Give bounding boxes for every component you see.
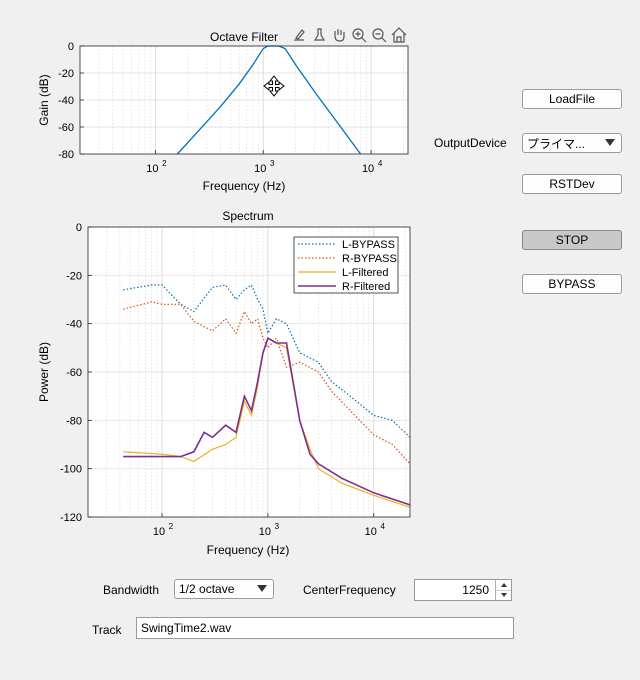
spectrum-plot-title: Spectrum [222, 209, 273, 223]
zoom-out-icon[interactable] [370, 26, 388, 44]
octave-plot-title: Octave Filter [210, 30, 278, 44]
spectrum-plot[interactable]: Spectrum 0 -20 -40 -60 -80 -100 -120 10 2 10 3 10 4… [0, 200, 420, 570]
octave-x-label: Frequency (Hz) [203, 179, 286, 193]
center-frequency-value[interactable]: 1250 [462, 583, 489, 597]
legend-label-l-bypass: L-BYPASS [342, 239, 395, 251]
x-tick-label: 10 [362, 163, 374, 175]
y-tick-label: -60 [66, 367, 82, 379]
output-device-value: プライマ... [527, 136, 586, 151]
x-tick-exponent: 2 [162, 159, 167, 168]
stop-button[interactable]: STOP [522, 230, 622, 250]
bandwidth-dropdown[interactable]: 1/2 octave [174, 579, 274, 599]
y-tick-label: -40 [58, 95, 74, 107]
legend-label-r-filtered: R-Filtered [342, 281, 390, 293]
bandwidth-label: Bandwidth [103, 583, 160, 597]
spectrum-series [123, 284, 411, 508]
y-tick-label: -20 [58, 68, 74, 80]
y-tick-label: 0 [76, 222, 82, 234]
spinner-up-icon[interactable] [496, 580, 511, 591]
spinner-down-icon[interactable] [496, 591, 511, 601]
x-tick-exponent: 2 [169, 522, 174, 531]
load-file-button[interactable]: LoadFile [522, 89, 622, 109]
track-field[interactable]: SwingTime2.wav [136, 617, 514, 639]
spectrum-legend[interactable]: L-BYPASS R-BYPASS L-Filtered R-Filtered [293, 236, 399, 294]
move-cursor-icon [263, 75, 285, 97]
x-tick-exponent: 3 [275, 522, 280, 531]
home-icon[interactable] [390, 26, 408, 44]
y-tick-label: -80 [58, 149, 74, 161]
octave-x-ticks: 10 2 10 3 10 4 [146, 150, 383, 175]
rst-dev-button[interactable]: RSTDev [522, 174, 622, 194]
center-frequency-label: CenterFrequency [303, 583, 396, 597]
axes-toolbar [290, 26, 410, 44]
x-tick-label: 10 [254, 163, 266, 175]
x-tick-label: 10 [153, 526, 165, 538]
octave-y-ticks: 0 -20 -40 -60 -80 [58, 41, 84, 161]
chevron-down-icon [257, 585, 267, 592]
spectrum-x-label: Frequency (Hz) [207, 543, 290, 557]
track-label: Track [92, 623, 122, 637]
legend-label-r-bypass: R-BYPASS [342, 253, 397, 265]
y-tick-label: -20 [66, 270, 82, 282]
x-tick-label: 10 [365, 526, 377, 538]
y-tick-label: -120 [60, 512, 82, 524]
track-value: SwingTime2.wav [141, 621, 232, 635]
bypass-button[interactable]: BYPASS [522, 274, 622, 294]
zoom-in-icon[interactable] [350, 26, 368, 44]
octave-y-label: Gain (dB) [37, 74, 51, 125]
x-tick-exponent: 4 [381, 522, 386, 531]
y-tick-label: -100 [60, 464, 82, 476]
output-device-dropdown[interactable]: プライマ... [522, 133, 622, 153]
y-tick-label: -40 [66, 319, 82, 331]
center-frequency-spinner[interactable]: 1250 [414, 579, 512, 601]
export-icon[interactable] [290, 26, 308, 44]
series-line-l-bypass [123, 284, 411, 438]
spectrum-y-ticks: 0 -20 -40 -60 -80 -100 -120 [60, 222, 92, 524]
chevron-down-icon [605, 139, 615, 146]
brush-icon[interactable] [310, 26, 328, 44]
y-tick-label: -60 [58, 122, 74, 134]
octave-filter-plot[interactable]: Octave Filter 0 -20 -40 -60 -80 10 2 10 3 10 4 Fr… [0, 0, 420, 200]
bandwidth-value: 1/2 octave [179, 582, 235, 596]
x-tick-exponent: 4 [378, 159, 383, 168]
series-line-r-filtered [123, 337, 411, 506]
y-tick-label: 0 [68, 41, 74, 53]
output-device-label: OutputDevice [434, 136, 507, 150]
x-tick-label: 10 [259, 526, 271, 538]
y-tick-label: -80 [66, 415, 82, 427]
pan-hand-icon[interactable] [330, 26, 348, 44]
legend-label-l-filtered: L-Filtered [342, 267, 388, 279]
spectrum-y-label: Power (dB) [37, 342, 51, 402]
x-tick-label: 10 [146, 163, 158, 175]
spectrum-x-ticks: 10 2 10 3 10 4 [153, 513, 386, 538]
x-tick-exponent: 3 [270, 159, 275, 168]
